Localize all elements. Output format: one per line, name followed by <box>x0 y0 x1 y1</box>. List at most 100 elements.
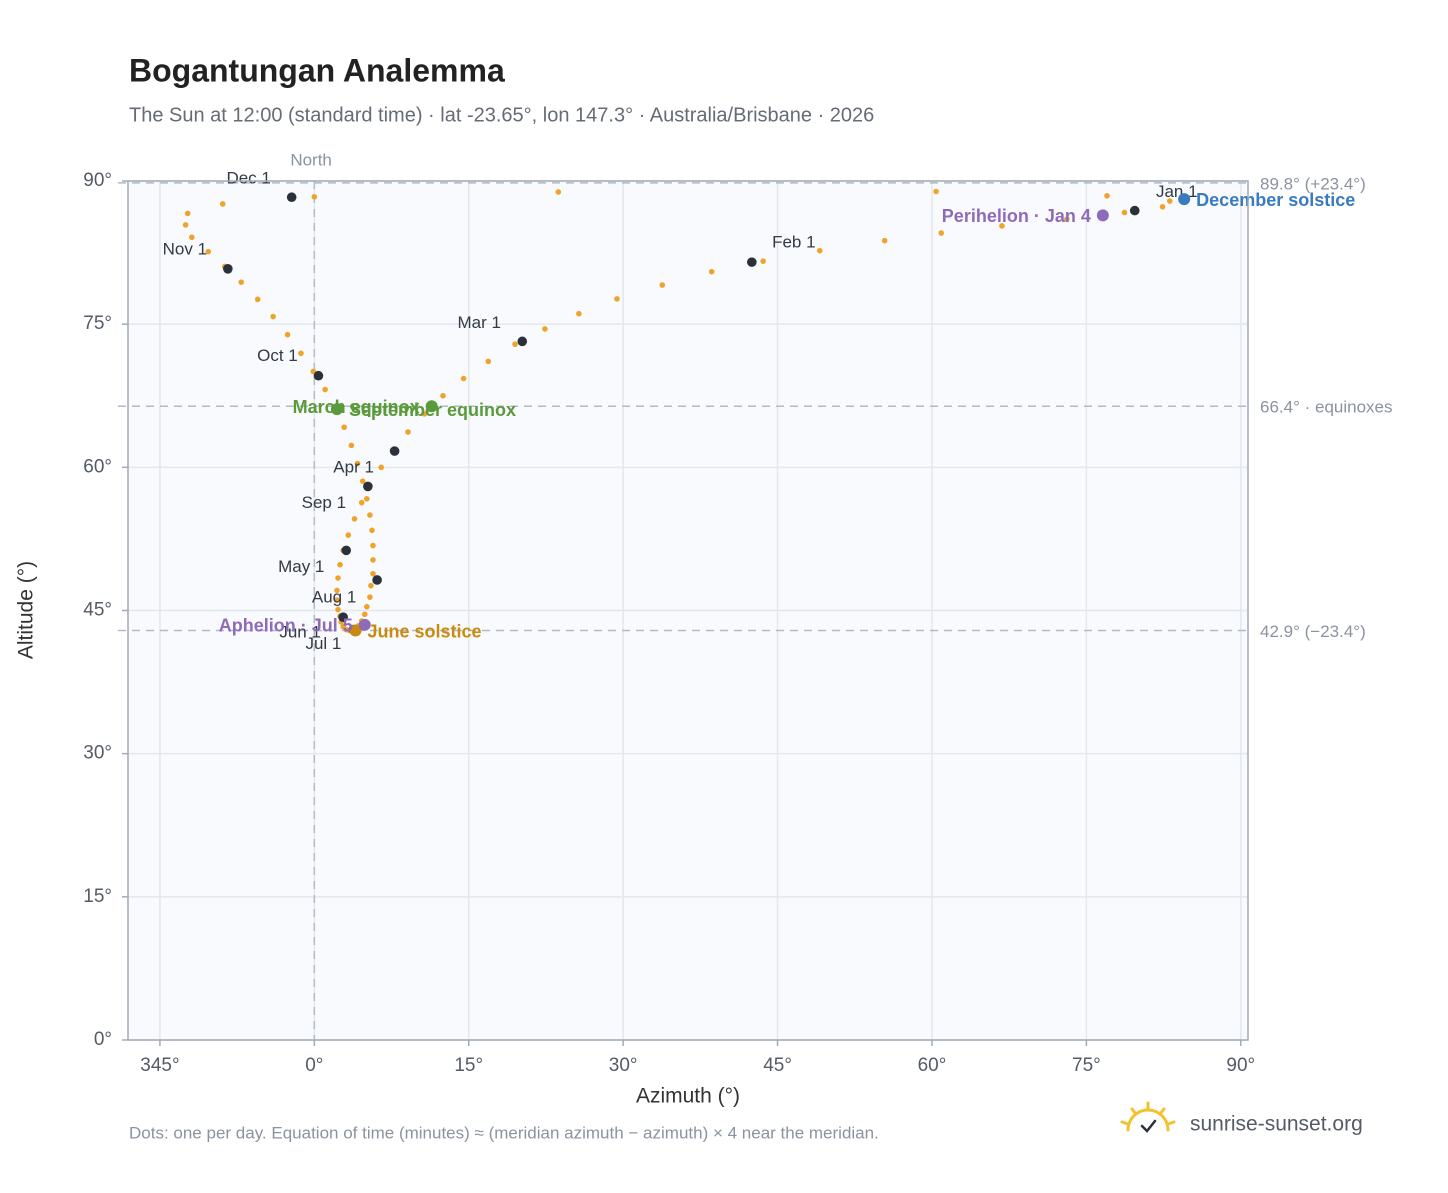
daily-dot <box>485 358 492 365</box>
month-label: Feb 1 <box>772 233 815 252</box>
x-tick-label: 345° <box>140 1055 179 1076</box>
event-label: September equinox <box>349 400 516 420</box>
daily-dot <box>370 570 376 577</box>
logo-ray <box>1130 1107 1138 1116</box>
daily-dot <box>184 210 191 217</box>
event-label: Perihelion · Jan 4 <box>942 206 1091 226</box>
daily-dot <box>359 478 366 484</box>
daily-dot <box>322 386 328 393</box>
daily-dot <box>337 561 343 568</box>
daily-dot <box>351 516 358 522</box>
daily-dot <box>364 496 370 502</box>
daily-dot <box>1159 203 1166 210</box>
y-tick-label: 0° <box>94 1029 112 1050</box>
month-label: Mar 1 <box>458 313 501 332</box>
y-tick-label: 45° <box>83 600 112 621</box>
logo-ray <box>1120 1120 1130 1126</box>
month-label: Jan 1 <box>1156 182 1198 201</box>
month-label: Aug 1 <box>312 587 356 606</box>
daily-dot <box>364 603 370 610</box>
month-marker <box>286 192 297 203</box>
month-marker <box>747 257 757 267</box>
daily-dot <box>760 258 766 264</box>
x-tick-label: 15° <box>454 1055 483 1076</box>
daily-dot <box>182 222 189 228</box>
daily-dot <box>542 326 548 332</box>
month-label: Jul 1 <box>305 634 341 653</box>
x-tick-label: 90° <box>1226 1055 1255 1076</box>
daily-dot <box>361 611 368 618</box>
daily-dot <box>370 557 376 563</box>
footnote: Dots: one per day. Equation of time (min… <box>129 1123 879 1142</box>
daily-dot <box>358 499 365 506</box>
y-tick-label: 75° <box>83 313 112 334</box>
daily-dot <box>881 237 888 244</box>
logo-ray <box>1158 1107 1166 1116</box>
daily-dot <box>334 597 340 603</box>
daily-dot <box>367 512 373 518</box>
daily-dot <box>369 527 375 534</box>
daily-dot <box>933 188 939 195</box>
daily-dot <box>298 350 304 357</box>
daily-dot <box>335 575 341 581</box>
chart-subtitle: The Sun at 12:00 (standard time) · lat -… <box>129 104 874 126</box>
chart-title: Bogantungan Analemma <box>129 52 505 88</box>
y-tick-label: 60° <box>83 456 112 477</box>
event-label: Aphelion · Jul 5 <box>219 616 353 636</box>
month-marker <box>223 264 233 274</box>
daily-dot <box>440 392 446 399</box>
daily-dot <box>405 429 411 435</box>
daily-dot <box>460 375 467 382</box>
daily-dot <box>708 268 715 275</box>
event-marker <box>349 624 362 637</box>
daily-dot <box>938 230 945 236</box>
month-label: Oct 1 <box>257 346 298 365</box>
y-tick-label: 15° <box>83 886 112 907</box>
daily-dot <box>1104 192 1110 199</box>
daily-dot <box>348 442 355 449</box>
daily-dot <box>341 424 347 431</box>
daily-dot <box>1121 209 1128 216</box>
daily-dot <box>659 282 666 288</box>
x-axis-label: Azimuth (°) <box>636 1085 740 1108</box>
daily-dot <box>999 223 1005 229</box>
source-brand: sunrise-sunset.org <box>1190 1113 1363 1136</box>
daily-dot <box>816 247 823 254</box>
daily-dot <box>189 234 195 241</box>
month-marker <box>338 612 348 622</box>
daily-dot <box>354 460 361 467</box>
month-label: Nov 1 <box>163 239 207 258</box>
daily-dot <box>345 532 352 538</box>
daily-dot <box>284 331 291 338</box>
daily-dot <box>370 542 376 549</box>
event-label: March equinox <box>293 397 420 417</box>
daily-dot <box>368 582 374 589</box>
x-tick-label: 0° <box>305 1055 323 1076</box>
y-axis-label: Altitude (°) <box>15 561 38 659</box>
month-label: May 1 <box>278 557 324 576</box>
daily-dot <box>1166 198 1173 204</box>
month-marker <box>517 336 528 347</box>
month-marker <box>389 446 400 456</box>
logo-ray <box>1166 1120 1176 1126</box>
daily-dot <box>614 296 620 302</box>
daily-dot <box>421 411 428 417</box>
x-tick-label: 75° <box>1072 1055 1101 1076</box>
month-label: Apr 1 <box>333 458 374 477</box>
daily-dot <box>270 313 276 320</box>
month-marker <box>313 370 324 381</box>
event-marker <box>1096 209 1109 222</box>
daily-dot <box>254 296 261 303</box>
y-tick-label: 30° <box>83 743 112 764</box>
month-label: Sep 1 <box>302 493 346 512</box>
x-tick-label: 60° <box>918 1055 947 1076</box>
month-marker <box>341 545 352 556</box>
daily-dot <box>555 189 562 195</box>
daily-dot <box>205 248 212 255</box>
event-label: December solstice <box>1196 190 1355 210</box>
y-tick-label: 90° <box>83 170 112 191</box>
event-label: June solstice <box>368 621 482 641</box>
daily-dot <box>512 341 518 348</box>
daily-dot <box>576 310 582 317</box>
